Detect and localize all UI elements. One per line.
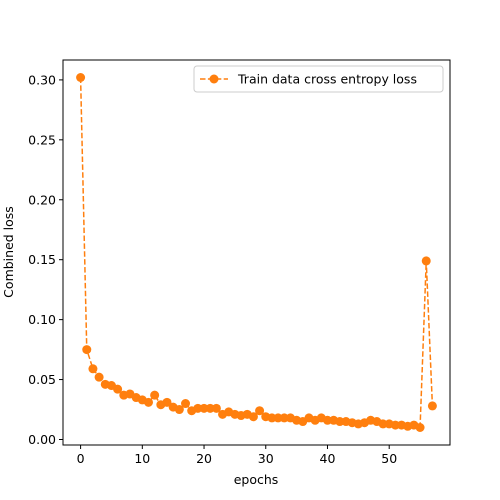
y-axis-ticks: 0.00 0.05 0.10 0.15 0.20 0.25 0.30 xyxy=(28,72,63,447)
legend-label: Train data cross entropy loss xyxy=(237,72,417,87)
data-point xyxy=(378,419,388,429)
data-point xyxy=(279,413,289,423)
y-tick-label: 0.30 xyxy=(28,72,56,87)
data-point xyxy=(150,390,160,400)
data-point xyxy=(199,403,209,413)
data-point xyxy=(88,364,98,374)
x-tick-label: 10 xyxy=(134,451,150,466)
data-point xyxy=(427,401,437,411)
y-tick-label: 0.10 xyxy=(28,312,56,327)
x-axis-ticks: 0 10 20 30 40 50 xyxy=(77,445,397,466)
data-point xyxy=(82,345,92,355)
data-point xyxy=(76,73,86,82)
data-point xyxy=(335,417,345,427)
data-point xyxy=(322,415,332,425)
data-point xyxy=(390,420,400,430)
series-layer xyxy=(76,73,437,432)
y-tick-label: 0.05 xyxy=(28,372,56,387)
x-tick-label: 50 xyxy=(381,451,397,466)
legend-marker xyxy=(209,74,219,84)
x-axis-label: epochs xyxy=(234,472,279,487)
data-point xyxy=(94,372,104,382)
y-tick-label: 0.15 xyxy=(28,252,56,267)
data-point xyxy=(211,403,221,413)
plot-frame xyxy=(62,59,451,446)
data-point xyxy=(113,384,123,394)
data-point xyxy=(193,403,203,413)
data-point xyxy=(267,413,277,423)
data-point xyxy=(273,413,283,423)
data-point xyxy=(181,399,191,409)
x-tick-label: 40 xyxy=(320,451,336,466)
legend: Train data cross entropy loss xyxy=(193,65,444,93)
data-point xyxy=(255,406,265,416)
x-tick-label: 0 xyxy=(77,451,85,466)
y-tick-label: 0.20 xyxy=(28,192,56,207)
data-point xyxy=(143,397,153,407)
data-point xyxy=(248,412,258,422)
y-tick-label: 0.25 xyxy=(28,132,56,147)
data-point xyxy=(162,397,172,407)
data-point xyxy=(421,256,431,266)
legend-frame xyxy=(193,65,444,93)
y-axis-label: Combined loss xyxy=(1,206,16,298)
data-point xyxy=(415,423,425,432)
data-point xyxy=(205,403,215,413)
y-tick-label: 0.00 xyxy=(28,432,56,447)
data-point xyxy=(174,405,184,415)
x-tick-label: 30 xyxy=(258,451,274,466)
x-tick-label: 20 xyxy=(196,451,212,466)
